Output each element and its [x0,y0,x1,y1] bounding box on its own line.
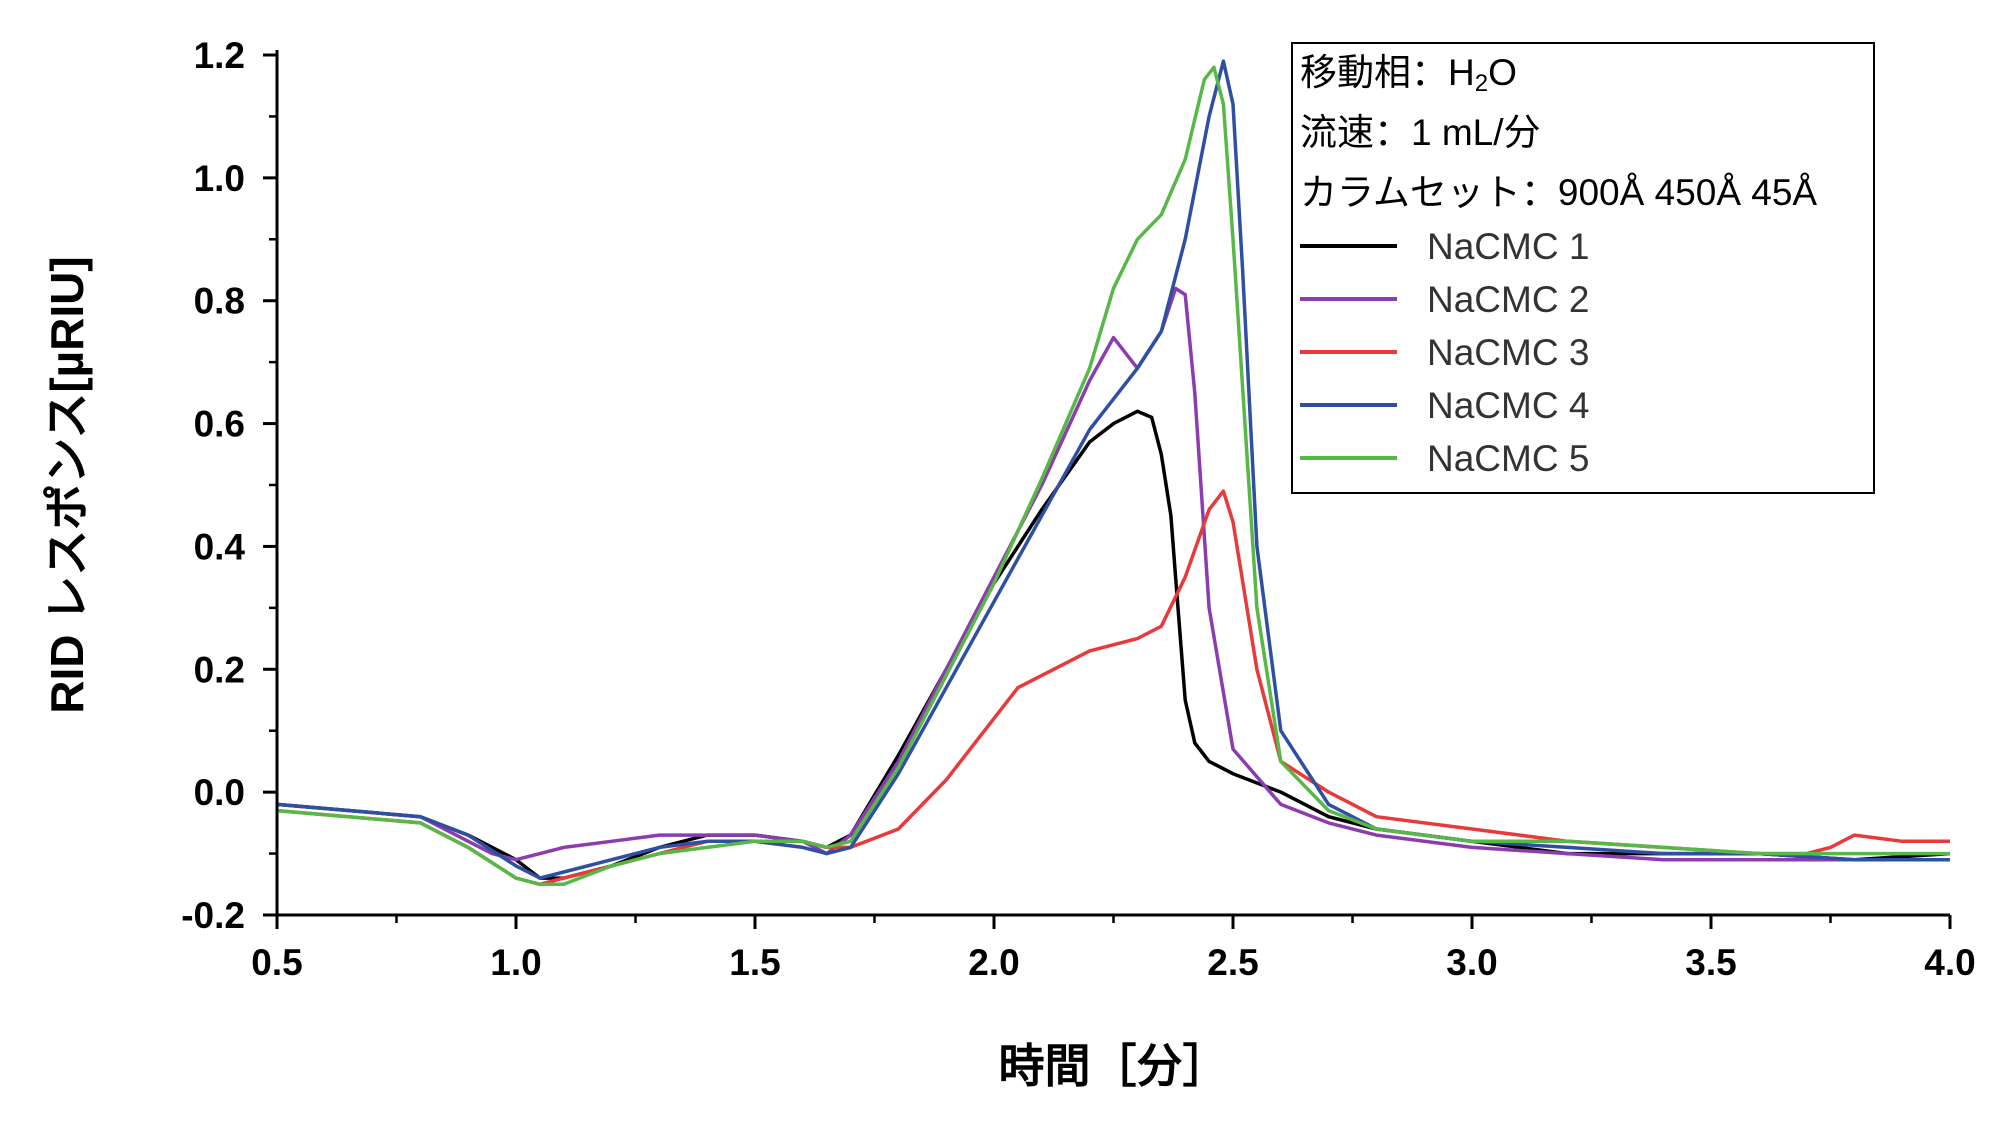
x-tick-label: 4.0 [1924,942,1975,983]
series-line-5 [277,65,1950,887]
y-axis-title: RID レスポンス[µRIU] [41,256,93,713]
x-tick-label: 1.0 [490,942,541,983]
series-line-3 [277,489,1950,887]
legend-note: カラムセット：900Å 450Å 45Å [1300,172,1817,213]
y-tick-label: 0.8 [194,281,245,322]
legend-entry-label: NaCMC 1 [1427,226,1589,267]
legend-entry-label: NaCMC 4 [1427,385,1589,426]
x-tick-label: 0.5 [251,942,302,983]
x-axis-title: 時間［分］ [999,1040,1229,1092]
legend-entry-label: NaCMC 5 [1427,438,1589,479]
series-layer [277,59,1950,887]
y-tick-label: 0.4 [194,526,246,567]
legend-entry-label: NaCMC 3 [1427,332,1589,373]
x-tick-label: 3.5 [1685,942,1736,983]
series-line-2 [277,286,1950,862]
legend-entry-label: NaCMC 2 [1427,279,1589,320]
x-tick-label: 2.5 [1207,942,1258,983]
y-tick-label: 1.0 [194,158,245,199]
legend-note: 流速：1 mL/分 [1300,112,1541,153]
tick-layer: 0.5 1.0 1.5 2.0 2.5 3.0 3.5 4.0 -0.2 0.0 0.2 0.4 0.6… [181,35,1975,983]
legend-box [1291,42,1875,494]
y-tick-label: 0.0 [194,772,245,813]
y-tick-label: -0.2 [181,895,245,936]
y-tick-label: 0.2 [194,649,245,690]
y-tick-label: 0.6 [194,404,245,445]
legend-note: 移動相：H2O [1300,52,1517,97]
y-tick-label: 1.2 [194,35,245,76]
x-tick-label: 1.5 [729,942,780,983]
x-tick-label: 2.0 [968,942,1019,983]
x-tick-label: 3.0 [1446,942,1497,983]
